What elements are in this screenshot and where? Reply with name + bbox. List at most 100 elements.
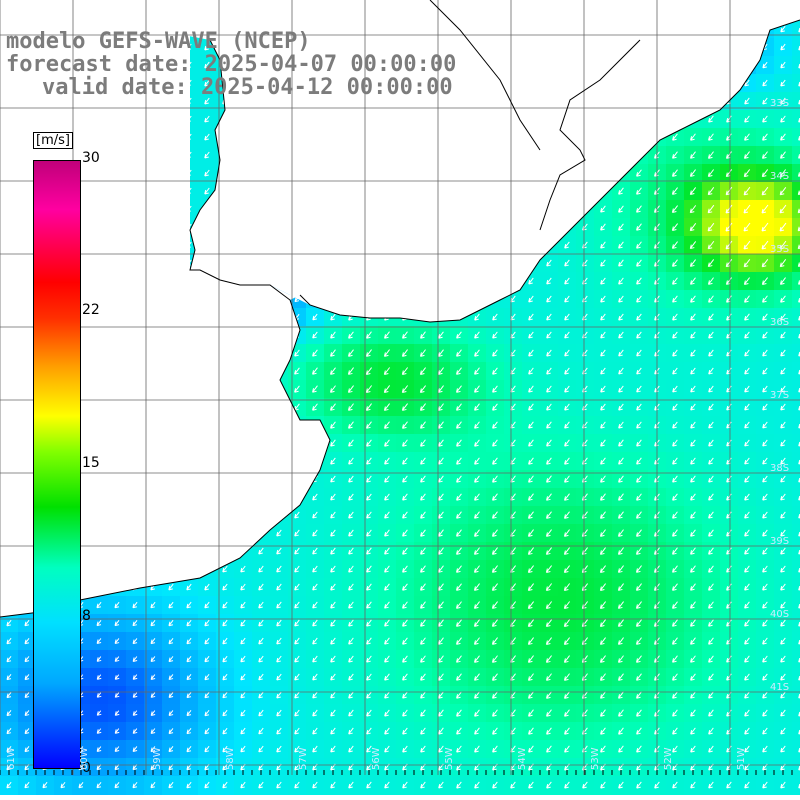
- wind-arrow: [204, 115, 210, 123]
- wind-cell: [702, 488, 721, 507]
- wind-arrow: [204, 133, 210, 141]
- wind-arrow: [672, 259, 678, 267]
- wind-arrow: [762, 475, 768, 483]
- wind-cell: [396, 632, 415, 651]
- wind-cell: [576, 650, 595, 669]
- wind-cell: [450, 758, 469, 777]
- wind-cell: [108, 740, 127, 759]
- wind-cell: [126, 704, 145, 723]
- wind-arrow: [762, 493, 768, 501]
- wind-arrow: [402, 565, 408, 573]
- wind-arrow: [635, 655, 642, 663]
- wind-cell: [324, 740, 343, 759]
- wind-cell: [684, 164, 703, 183]
- wind-arrow: [564, 475, 570, 483]
- wind-arrow: [528, 421, 534, 429]
- wind-arrow: [618, 385, 624, 393]
- wind-cell: [630, 686, 649, 705]
- wind-cell: [684, 146, 703, 165]
- wind-cell: [450, 686, 469, 705]
- wind-arrow: [168, 781, 174, 789]
- wind-arrow: [492, 421, 498, 429]
- wind-cell: [684, 434, 703, 453]
- wind-arrow: [384, 781, 390, 789]
- wind-cell: [450, 740, 469, 759]
- wind-arrow: [599, 673, 606, 681]
- wind-arrow: [384, 637, 390, 645]
- wind-cell: [162, 776, 181, 795]
- wind-cell: [306, 326, 325, 345]
- wind-cell: [414, 362, 433, 381]
- wind-cell: [738, 740, 757, 759]
- wind-cell: [558, 254, 577, 273]
- wind-cell: [504, 758, 523, 777]
- wind-cell: [0, 704, 19, 723]
- wind-arrow: [545, 655, 552, 663]
- wind-arrow: [402, 655, 408, 663]
- wind-arrow: [420, 583, 426, 591]
- wind-arrow: [402, 691, 408, 699]
- wind-arrow: [581, 637, 588, 645]
- wind-arrow: [690, 367, 696, 375]
- wind-cell: [792, 74, 800, 93]
- wind-arrow: [761, 277, 768, 285]
- wind-arrow: [744, 673, 750, 681]
- wind-cell: [576, 362, 595, 381]
- wind-arrow: [312, 565, 318, 573]
- wind-cell: [180, 722, 199, 741]
- wind-arrow: [258, 637, 264, 645]
- wind-arrow: [528, 709, 534, 717]
- wind-cell: [702, 218, 721, 237]
- wind-cell: [162, 722, 181, 741]
- wind-cell: [432, 668, 451, 687]
- wind-arrow: [420, 691, 426, 699]
- wind-cell: [630, 326, 649, 345]
- wind-arrow: [600, 511, 606, 519]
- wind-arrow: [762, 529, 768, 537]
- wind-cell: [756, 506, 775, 525]
- wind-cell: [702, 416, 721, 435]
- wind-arrow: [329, 367, 336, 375]
- wind-cell: [792, 668, 800, 687]
- wind-cell: [504, 542, 523, 561]
- wind-cell: [108, 596, 127, 615]
- wind-cell: [738, 308, 757, 327]
- wind-arrow: [672, 745, 678, 753]
- longitude-label: 58W: [225, 747, 236, 770]
- wind-cell: [216, 704, 235, 723]
- wind-cell: [648, 776, 667, 795]
- wind-arrow: [6, 674, 12, 681]
- wind-cell: [216, 668, 235, 687]
- wind-arrow: [762, 565, 768, 573]
- wind-arrow: [294, 349, 300, 357]
- wind-arrow: [114, 781, 120, 789]
- wind-arrow: [636, 367, 642, 375]
- wind-cell: [360, 614, 379, 633]
- wind-arrow: [276, 673, 282, 681]
- wind-cell: [378, 578, 397, 597]
- wind-cell: [774, 290, 793, 309]
- wind-cell: [432, 326, 451, 345]
- wind-cell: [540, 650, 559, 669]
- wind-cell: [702, 200, 721, 219]
- wind-cell: [738, 110, 757, 129]
- wind-cell: [630, 236, 649, 255]
- wind-cell: [342, 434, 361, 453]
- wind-cell: [396, 506, 415, 525]
- wind-arrow: [780, 61, 786, 69]
- wind-cell: [378, 362, 397, 381]
- wind-arrow: [456, 421, 462, 429]
- wind-arrow: [797, 172, 800, 177]
- wind-cell: [702, 164, 721, 183]
- wind-arrow: [96, 781, 102, 789]
- wind-cell: [324, 344, 343, 363]
- wind-cell: [684, 758, 703, 777]
- wind-cell: [234, 704, 253, 723]
- wind-cell: [558, 686, 577, 705]
- wind-cell: [432, 596, 451, 615]
- wind-cell: [558, 578, 577, 597]
- wind-cell: [720, 686, 739, 705]
- wind-cell: [738, 398, 757, 417]
- wind-cell: [414, 452, 433, 471]
